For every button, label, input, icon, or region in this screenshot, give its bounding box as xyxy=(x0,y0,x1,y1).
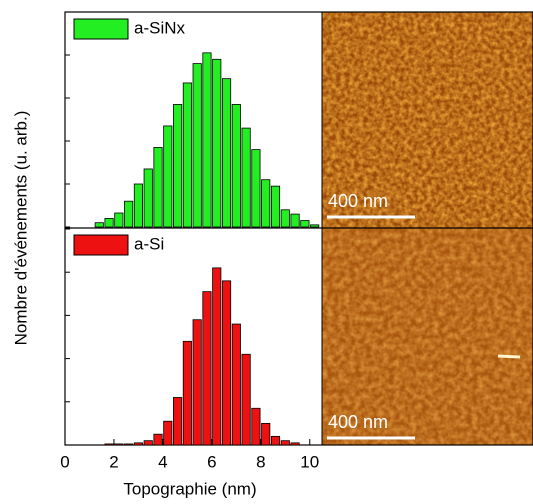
bar xyxy=(310,224,320,228)
bar xyxy=(202,52,212,228)
afm-image-bottom xyxy=(322,228,533,445)
bar xyxy=(280,440,290,446)
legend-label: a-Si xyxy=(134,234,164,253)
bar xyxy=(212,267,222,446)
x-tick-label: 8 xyxy=(256,452,265,471)
bar xyxy=(124,200,134,228)
bar xyxy=(280,209,290,228)
bar xyxy=(290,213,300,228)
bar xyxy=(94,222,104,228)
bar xyxy=(104,443,114,446)
bar xyxy=(241,353,251,446)
bar xyxy=(231,323,241,446)
bar xyxy=(124,443,134,446)
legend-label: a-SiNx xyxy=(134,18,186,37)
bar xyxy=(133,442,143,446)
bar xyxy=(143,168,153,228)
bar xyxy=(290,442,300,446)
x-tick-label: 6 xyxy=(207,452,216,471)
afm-image-top xyxy=(322,12,533,228)
bar xyxy=(173,104,183,228)
bar xyxy=(221,280,232,446)
bar xyxy=(153,147,163,228)
bar xyxy=(270,185,281,228)
bar xyxy=(104,217,114,228)
bar xyxy=(212,58,222,228)
x-tick-label: 2 xyxy=(109,452,118,471)
bar xyxy=(114,443,124,446)
scale-bar-label: 400 nm xyxy=(328,191,388,211)
bar xyxy=(182,340,192,446)
bar xyxy=(231,104,241,228)
bar xyxy=(261,422,271,446)
bar xyxy=(182,82,192,228)
bar xyxy=(153,433,163,446)
x-axis-label: Topographie (nm) xyxy=(123,479,256,498)
x-tick-label: 4 xyxy=(158,452,167,471)
bar xyxy=(251,407,261,446)
bar xyxy=(221,78,232,228)
bar xyxy=(251,149,261,228)
bar xyxy=(202,291,212,446)
x-tick-label: 10 xyxy=(300,452,319,471)
bar xyxy=(300,220,310,228)
scale-bar-label: 400 nm xyxy=(328,412,388,432)
bar xyxy=(163,125,173,228)
y-axis-label: Nombre d'événements (u. arb.) xyxy=(11,111,30,346)
legend-swatch xyxy=(73,234,129,256)
bar xyxy=(173,397,183,446)
bar xyxy=(261,179,271,228)
bar xyxy=(241,127,251,228)
bar xyxy=(163,420,173,446)
bar xyxy=(133,183,143,228)
legend-swatch xyxy=(73,18,129,40)
bar xyxy=(143,440,153,446)
bar xyxy=(192,319,202,446)
bar xyxy=(114,212,124,228)
x-tick-label: 0 xyxy=(60,452,69,471)
bar xyxy=(270,435,281,446)
bar xyxy=(192,63,202,228)
